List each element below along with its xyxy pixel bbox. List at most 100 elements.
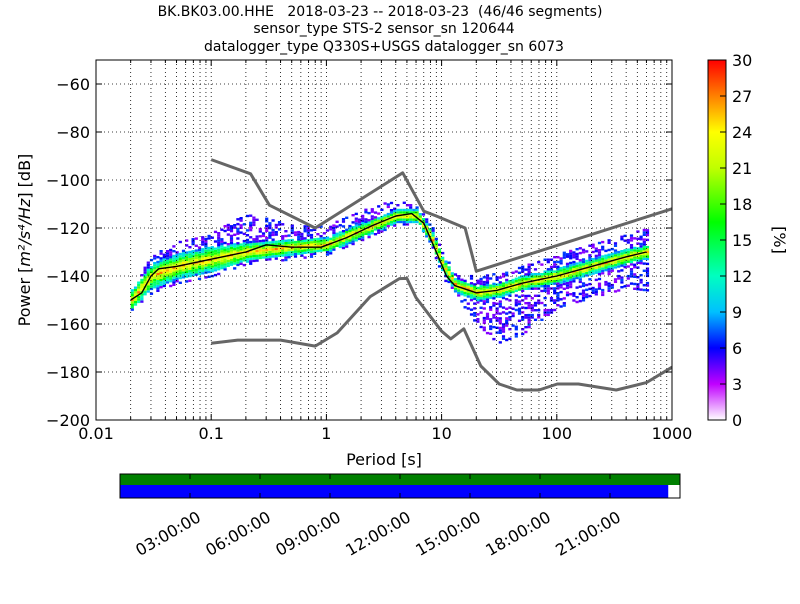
histogram-cell [533, 282, 538, 285]
histogram-cell [207, 261, 211, 264]
histogram-cell [204, 242, 208, 245]
histogram-cell [556, 270, 560, 273]
histogram-cell [210, 265, 214, 268]
histogram-cell [258, 249, 262, 252]
histogram-cell [265, 241, 269, 244]
histogram-cell [325, 229, 330, 232]
histogram-cell [514, 287, 518, 290]
histogram-cell [274, 245, 278, 248]
histogram-cell [255, 249, 259, 253]
histogram-cell [585, 288, 589, 291]
histogram-cell [623, 285, 627, 288]
histogram-cell [623, 251, 627, 254]
histogram-cell [521, 299, 525, 302]
histogram-cell [623, 239, 627, 242]
histogram-cell [175, 263, 179, 266]
histogram-cell [284, 242, 288, 245]
histogram-cell [233, 248, 237, 251]
histogram-cell [268, 241, 272, 244]
histogram-cell [207, 275, 211, 278]
histogram-cell [492, 304, 496, 307]
histogram-cell [332, 238, 336, 242]
histogram-cell [137, 291, 141, 294]
histogram-cell [169, 253, 173, 256]
histogram-cell [236, 256, 240, 259]
histogram-cell [607, 248, 611, 252]
histogram-cell [511, 283, 515, 286]
histogram-cell [338, 243, 342, 246]
histogram-cell [201, 272, 205, 275]
histogram-cell [572, 299, 576, 302]
histogram-cell [223, 229, 227, 233]
histogram-cell [457, 294, 461, 297]
histogram-cell [213, 230, 218, 234]
histogram-cell [322, 239, 326, 242]
histogram-cell [172, 254, 176, 258]
histogram-cell [623, 261, 627, 264]
histogram-cell [463, 306, 467, 309]
histogram-cell [178, 269, 182, 272]
histogram-cell [373, 233, 378, 236]
histogram-cell [140, 278, 144, 282]
histogram-cell [546, 311, 550, 314]
histogram-cell [581, 263, 586, 266]
histogram-cell [623, 234, 627, 238]
histogram-cell [498, 295, 502, 298]
histogram-cell [594, 257, 598, 260]
histogram-cell [162, 270, 166, 273]
histogram-cell [565, 262, 570, 266]
histogram-cell [233, 226, 237, 229]
histogram-cell [613, 261, 618, 264]
x-axis-ticks: 0.01 0.1 1 10 100 1000 [78, 60, 692, 443]
histogram-cell [610, 262, 614, 265]
histogram-cell [153, 264, 157, 267]
histogram-cell [223, 268, 227, 271]
histogram-cell [412, 211, 416, 214]
histogram-cell [207, 263, 211, 266]
histogram-cell [572, 277, 576, 281]
histogram-cell [591, 267, 595, 270]
histogram-cell [239, 262, 243, 265]
histogram-cell [210, 248, 214, 251]
histogram-cell [594, 288, 598, 291]
histogram-cell [556, 287, 560, 290]
histogram-cell [431, 229, 435, 232]
histogram-cell [130, 303, 134, 306]
histogram-cell [281, 254, 285, 257]
histogram-cell [258, 256, 262, 260]
histogram-cell [521, 265, 525, 268]
histogram-cell [290, 229, 294, 232]
histogram-cell [159, 257, 163, 260]
histogram-cell [617, 277, 621, 280]
histogram-cell [393, 210, 397, 213]
histogram-cell [354, 234, 358, 237]
histogram-cell [383, 214, 387, 217]
histogram-cell [380, 223, 384, 226]
histogram-cell [517, 302, 522, 306]
histogram-cell [316, 240, 320, 243]
histogram-cell [556, 260, 560, 264]
histogram-cell [236, 227, 240, 231]
histogram-cell [249, 221, 253, 225]
histogram-cell [268, 231, 272, 235]
histogram-cell [505, 319, 509, 322]
histogram-cell [495, 278, 499, 281]
histogram-cell [383, 226, 387, 229]
histogram-cell [511, 286, 515, 289]
y-tick-label: −80 [56, 123, 90, 142]
histogram-cell [546, 260, 550, 264]
histogram-cell [508, 306, 512, 309]
histogram-cell [642, 243, 646, 246]
histogram-cell [473, 302, 477, 305]
histogram-cell [185, 268, 189, 271]
histogram-cell [482, 285, 486, 289]
histogram-cell [370, 222, 374, 225]
histogram-cell [594, 261, 598, 265]
histogram-cell [341, 225, 346, 228]
histogram-cell [591, 286, 595, 290]
histogram-cell [133, 298, 138, 301]
histogram-cell [204, 269, 208, 272]
histogram-cell [498, 293, 502, 296]
histogram-cell [553, 282, 557, 285]
histogram-cell [556, 256, 560, 259]
